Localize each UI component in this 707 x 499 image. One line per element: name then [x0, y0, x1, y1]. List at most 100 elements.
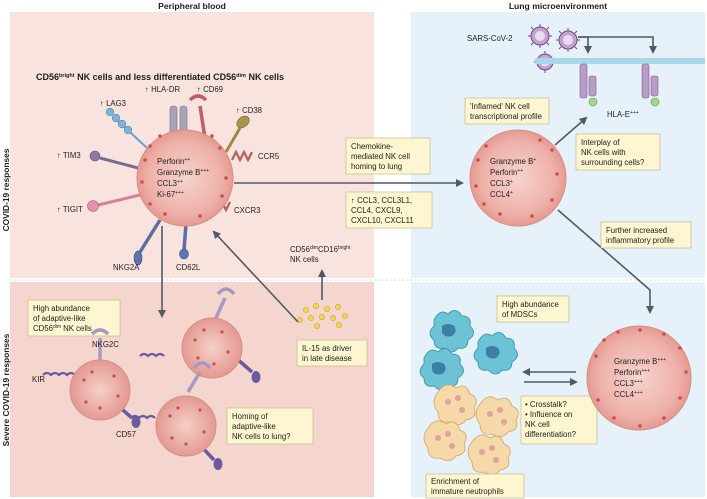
- mdsc-1: High abundance: [502, 300, 559, 309]
- label-lag3: ↑ LAG3: [100, 99, 126, 108]
- nk-cell-lung: [469, 129, 567, 227]
- adaptive-nk-cell: [130, 361, 223, 470]
- label-cd38: ↑ CD38: [236, 106, 262, 115]
- label-cd56dim-cd16bright: CD56dimCD16bright: [290, 245, 351, 254]
- interplay-1: Interplay of: [581, 138, 620, 147]
- side-label-severe: Severe COVID-19 responses: [1, 333, 11, 446]
- il15-box: [296, 339, 368, 367]
- mdsc-2: of MDSCs: [502, 310, 538, 319]
- granules-blood: [140, 134, 228, 218]
- label-nkg2a: NKG2A: [113, 263, 140, 272]
- blood-perforin: Perforin++: [157, 157, 190, 166]
- lung-ccl3: CCL3+: [490, 179, 513, 188]
- label-kir: KIR: [32, 375, 45, 384]
- nk-cell-blood: [136, 129, 234, 227]
- arrow-virus-to-hlae: [578, 36, 657, 54]
- neutro-1: Enrichment of: [431, 477, 480, 486]
- crosstalk-4: differentiation?: [525, 430, 577, 439]
- severe-ccl4: CCL4+++: [614, 390, 643, 399]
- lag3-receptor: [105, 107, 148, 149]
- chemokine-line-1: Chemokine-: [351, 142, 393, 151]
- mdsc-icon: [419, 348, 464, 391]
- nk-cell-severe-lung: [586, 325, 692, 431]
- epithelium-membrane: [535, 58, 705, 64]
- neutrophil-box: [425, 473, 525, 499]
- further-profile-box: [600, 221, 692, 249]
- homing-2: adaptive-like: [232, 422, 276, 431]
- virus-particles: [528, 24, 580, 73]
- abundance-1: High abundance: [33, 304, 90, 313]
- virus-icon: [556, 28, 580, 52]
- lung-ccl4: CCL4+: [490, 190, 513, 199]
- abundance-2: of adaptive-like: [33, 314, 85, 323]
- adaptive-nk-cell: [42, 328, 141, 428]
- blood-granzyme: Granzyme B+++: [157, 168, 209, 177]
- further-1: Further increased: [606, 226, 667, 235]
- crosstalk-2: • Influence on: [525, 410, 572, 419]
- severe-perforin: Perforin+++: [614, 368, 650, 377]
- label-cd57: CD57: [116, 430, 136, 439]
- arrow-to-increased-profile: [557, 209, 654, 314]
- cd62l-receptor: [179, 223, 189, 260]
- chemokine-line-2: mediated NK cell: [351, 152, 410, 161]
- chemokine-homing-box: [345, 137, 431, 175]
- homing-box: [226, 407, 314, 445]
- hlae-molecule: [641, 63, 660, 107]
- mdsc-box: [496, 295, 570, 323]
- kir-receptor: [139, 352, 165, 358]
- label-cxcr3: CXCR3: [234, 206, 260, 215]
- arrow-virus-to-hlae-2: [578, 36, 592, 54]
- homing-1: Homing of: [232, 412, 268, 421]
- label-sars-cov-2: SARS-CoV-2: [467, 34, 513, 43]
- crosstalk-1: • Crosstalk?: [525, 400, 567, 409]
- cd38-receptor: [224, 115, 250, 153]
- inflamed-profile-box: [464, 97, 550, 125]
- tim3-receptor: [89, 150, 139, 170]
- label-hlae: HLA-E+++: [607, 110, 639, 119]
- label-ccr5: CCR5: [258, 152, 280, 161]
- mdsc-icon: [429, 310, 474, 353]
- mdsc-cells: [419, 310, 518, 391]
- label-cd62l: CD62L: [176, 263, 201, 272]
- label-cd69: ↑ CD69: [197, 85, 223, 94]
- crosstalk-box: [520, 395, 598, 445]
- il15-particles: [296, 302, 349, 330]
- header-lung-microenvironment: Lung microenvironment: [509, 1, 607, 11]
- label-tigit: ↑ TIGIT: [57, 205, 83, 214]
- granules-severe: [594, 328, 688, 428]
- neutro-2: immature neutrophils: [431, 487, 504, 496]
- chemokine-list-box: [345, 191, 433, 229]
- neutrophil-icon: [433, 384, 477, 425]
- crosstalk-3: NK cell: [525, 420, 550, 429]
- inflamed-profile-1: 'Inflamed' NK cell: [470, 102, 530, 111]
- lung-perforin: Perforin++: [490, 168, 523, 177]
- severe-ccl3: CCL3+++: [614, 379, 643, 388]
- blood-ccl3: CCL3++: [157, 179, 183, 188]
- interplay-2: NK cells with: [581, 148, 626, 157]
- abundance-3: CD56dim NK cells: [33, 324, 92, 333]
- il15-line-1: IL-15 as driver: [302, 344, 352, 353]
- chemokine-list-1: ↑ CCL3, CCL3L1,: [351, 196, 412, 205]
- tigit-receptor: [87, 193, 141, 212]
- neutrophil-icon: [475, 396, 519, 437]
- receptors-top-left: [87, 94, 253, 266]
- chemokine-list-3: CXCL10, CXCL11: [351, 216, 414, 225]
- blood-ki67: Ki-67+++: [157, 190, 184, 199]
- arrow-il15-to-blood-cell: [212, 230, 299, 323]
- neutrophil-icon: [467, 434, 511, 475]
- header-peripheral-blood: Peripheral blood: [158, 1, 226, 11]
- label-tim3: ↑ TIM3: [57, 151, 81, 160]
- cd69-receptor: [188, 94, 208, 139]
- side-label-covid: COVID-19 responses: [1, 148, 11, 231]
- label-hladr: ↑ HLA-DR: [145, 85, 180, 94]
- further-2: inflammatory profile: [606, 236, 674, 245]
- nk-subset-title: CD56bright NK cells and less differentia…: [36, 72, 284, 82]
- il15-line-2: in late disease: [302, 354, 352, 363]
- hlae-molecule: [579, 63, 598, 107]
- neutrophil-icon: [423, 420, 467, 461]
- virus-icon: [528, 24, 552, 48]
- homing-3: NK cells to lung?: [232, 432, 291, 441]
- severe-granzyme: Granzyme B+++: [614, 357, 666, 366]
- neutrophil-cells: [423, 384, 519, 475]
